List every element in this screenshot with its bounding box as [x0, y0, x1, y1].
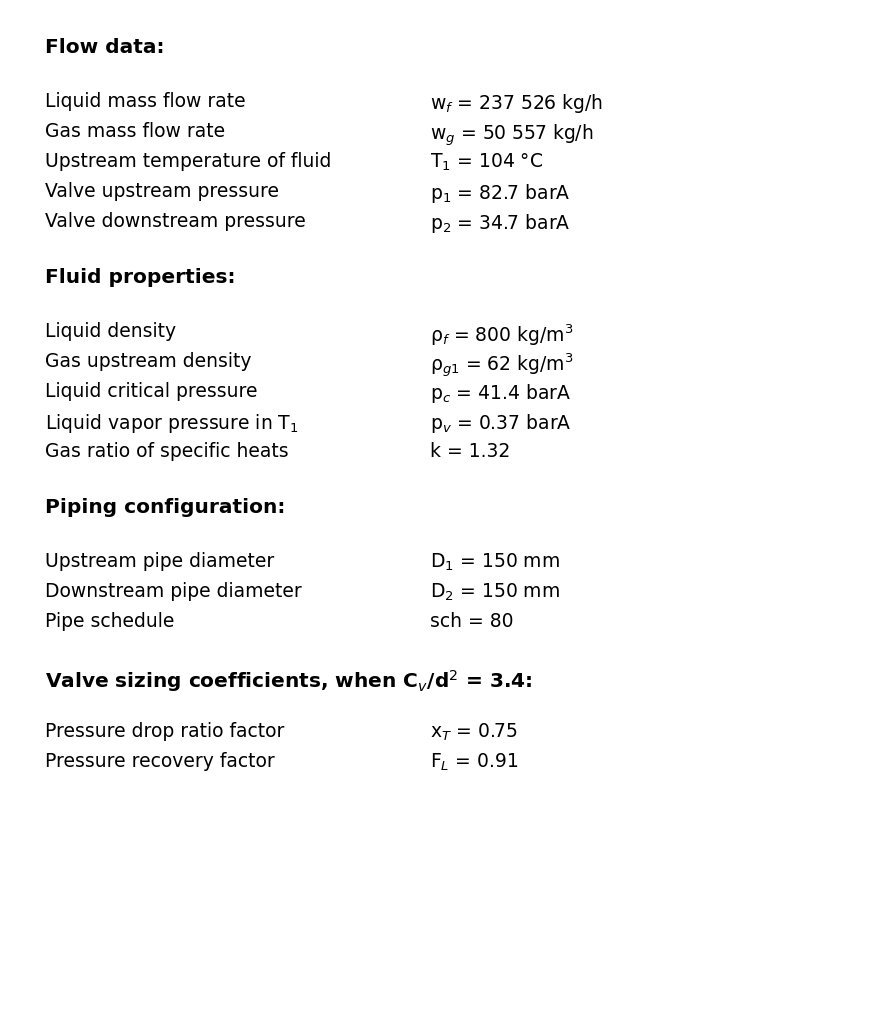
Text: p$_2$ = 34.7 barA: p$_2$ = 34.7 barA [430, 212, 570, 235]
Text: Valve upstream pressure: Valve upstream pressure [45, 182, 279, 201]
Text: Piping configuration:: Piping configuration: [45, 498, 286, 517]
Text: p$_v$ = 0.37 barA: p$_v$ = 0.37 barA [430, 412, 571, 435]
Text: Downstream pipe diameter: Downstream pipe diameter [45, 582, 301, 601]
Text: D$_2$ = 150 mm: D$_2$ = 150 mm [430, 582, 560, 604]
Text: Gas upstream density: Gas upstream density [45, 352, 251, 371]
Text: D$_1$ = 150 mm: D$_1$ = 150 mm [430, 552, 560, 573]
Text: p$_1$ = 82.7 barA: p$_1$ = 82.7 barA [430, 182, 570, 205]
Text: w$_g$ = 50 557 kg/h: w$_g$ = 50 557 kg/h [430, 122, 594, 147]
Text: Gas ratio of specific heats: Gas ratio of specific heats [45, 442, 288, 461]
Text: ρ$_{g1}$ = 62 kg/m$^3$: ρ$_{g1}$ = 62 kg/m$^3$ [430, 352, 574, 380]
Text: w$_f$ = 237 526 kg/h: w$_f$ = 237 526 kg/h [430, 92, 604, 115]
Text: T$_1$ = 104 °C: T$_1$ = 104 °C [430, 152, 543, 174]
Text: Liquid mass flow rate: Liquid mass flow rate [45, 92, 245, 111]
Text: ρ$_f$ = 800 kg/m$^3$: ρ$_f$ = 800 kg/m$^3$ [430, 322, 574, 347]
Text: sch = 80: sch = 80 [430, 612, 513, 631]
Text: p$_c$ = 41.4 barA: p$_c$ = 41.4 barA [430, 382, 571, 405]
Text: k = 1.32: k = 1.32 [430, 442, 510, 461]
Text: Gas mass flow rate: Gas mass flow rate [45, 122, 225, 141]
Text: x$_T$ = 0.75: x$_T$ = 0.75 [430, 722, 518, 744]
Text: Flow data:: Flow data: [45, 38, 165, 57]
Text: Upstream pipe diameter: Upstream pipe diameter [45, 552, 274, 571]
Text: Liquid density: Liquid density [45, 322, 176, 341]
Text: Fluid properties:: Fluid properties: [45, 268, 236, 287]
Text: Pressure drop ratio factor: Pressure drop ratio factor [45, 722, 285, 741]
Text: Valve downstream pressure: Valve downstream pressure [45, 212, 306, 231]
Text: Pipe schedule: Pipe schedule [45, 612, 174, 631]
Text: Liquid vapor pressure in T$_1$: Liquid vapor pressure in T$_1$ [45, 412, 299, 435]
Text: Liquid critical pressure: Liquid critical pressure [45, 382, 258, 401]
Text: Pressure recovery factor: Pressure recovery factor [45, 752, 275, 771]
Text: Upstream temperature of fluid: Upstream temperature of fluid [45, 152, 331, 171]
Text: Valve sizing coefficients, when C$_v$/d$^2$ = 3.4:: Valve sizing coefficients, when C$_v$/d$… [45, 668, 533, 694]
Text: F$_L$ = 0.91: F$_L$ = 0.91 [430, 752, 519, 773]
